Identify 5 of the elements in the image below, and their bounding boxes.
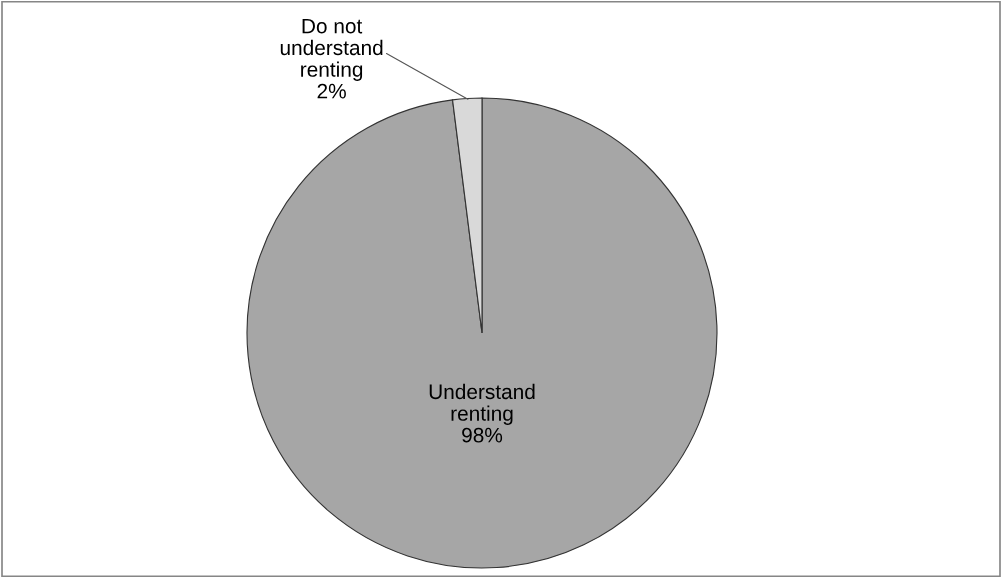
slice-label: Do not understand renting: [280, 18, 383, 81]
data-label: 2%: [317, 83, 346, 99]
data-label: 98%: [462, 427, 503, 443]
slice-label: Understand renting: [429, 383, 535, 425]
pie-slice: [246, 97, 718, 569]
